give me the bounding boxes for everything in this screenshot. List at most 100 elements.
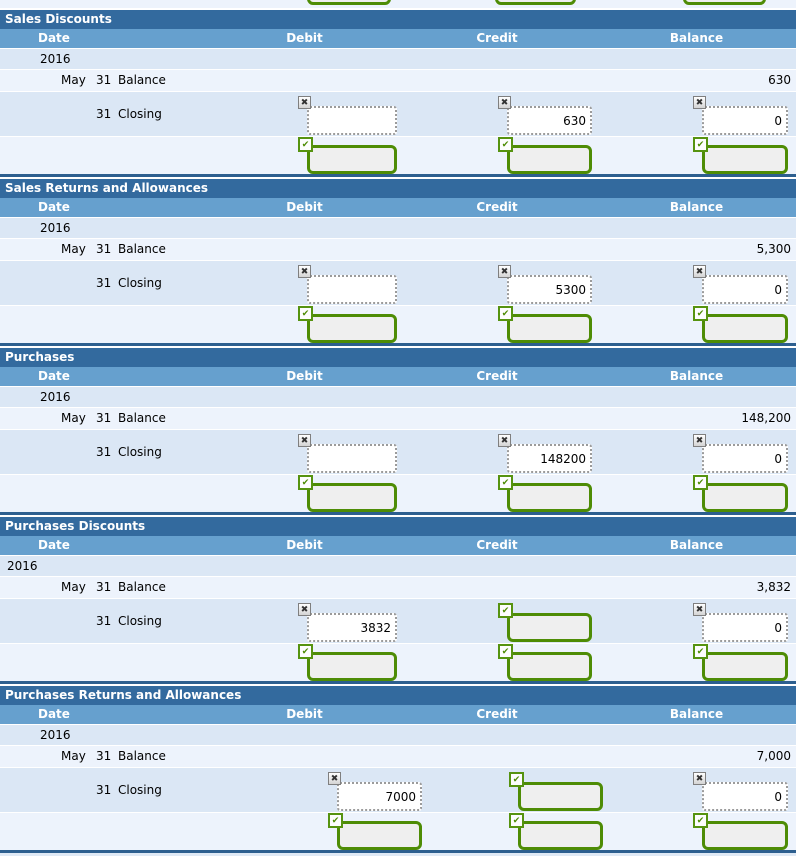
- day-label: 31: [96, 614, 112, 628]
- opening-balance-value: 148,200: [741, 411, 791, 425]
- closing-debit-cell: ✖: [298, 434, 410, 473]
- closing-balance-input[interactable]: [702, 613, 788, 642]
- year-row: 2016: [0, 725, 796, 745]
- graded-box-fragment: [307, 0, 391, 5]
- day-label: 31: [96, 107, 112, 121]
- closing-debit-input[interactable]: [307, 444, 397, 473]
- opening-balance-row: May 31 Balance 630: [0, 70, 796, 91]
- answer-credit-input[interactable]: [518, 821, 603, 850]
- x-icon: ✖: [693, 96, 706, 109]
- closing-balance-input[interactable]: [702, 782, 788, 811]
- answer-credit-input[interactable]: [507, 145, 592, 174]
- closing-row: 31 Closing ✖ ✔ ✖: [0, 599, 796, 643]
- entry-desc: Balance: [118, 580, 166, 594]
- opening-balance-row: May 31 Balance 3,832: [0, 577, 796, 598]
- column-header-row: Date Debit Credit Balance: [0, 536, 796, 555]
- answer-credit-cell: ✔: [509, 813, 621, 850]
- answer-credit-cell: ✔: [498, 475, 610, 512]
- answer-credit-input[interactable]: [507, 652, 592, 681]
- closing-balance-input[interactable]: [702, 275, 788, 304]
- month-label: May: [61, 749, 86, 763]
- check-icon: ✔: [693, 137, 708, 152]
- entry-desc: Closing: [118, 107, 162, 121]
- closing-balance-input[interactable]: [702, 444, 788, 473]
- col-header-date: Date: [38, 31, 70, 45]
- closing-debit-input[interactable]: [307, 106, 397, 135]
- entry-desc: Balance: [118, 749, 166, 763]
- account-title: Sales Returns and Allowances: [0, 179, 796, 198]
- opening-date: May 31 Balance: [0, 70, 166, 91]
- closing-credit-input[interactable]: [507, 275, 592, 304]
- answer-credit-input[interactable]: [507, 483, 592, 512]
- opening-date: May 31 Balance: [0, 408, 166, 429]
- year-label: 2016: [40, 390, 71, 404]
- opening-balance-value: 7,000: [756, 749, 791, 763]
- check-icon: ✔: [298, 137, 313, 152]
- account-title: Purchases: [0, 348, 796, 367]
- closing-balance-input[interactable]: [702, 106, 788, 135]
- answer-debit-input[interactable]: [307, 314, 397, 343]
- x-icon: ✖: [693, 603, 706, 616]
- answer-balance-input[interactable]: [702, 652, 788, 681]
- closing-debit-input[interactable]: [337, 782, 422, 811]
- account-title: Purchases Returns and Allowances: [0, 686, 796, 705]
- answer-balance-cell: ✔: [693, 813, 796, 850]
- col-header-date: Date: [38, 707, 70, 721]
- answer-balance-input[interactable]: [702, 145, 788, 174]
- closing-balance-cell: ✖: [693, 603, 796, 642]
- closing-credit-input[interactable]: [507, 444, 592, 473]
- x-icon: ✖: [693, 265, 706, 278]
- day-label: 31: [96, 783, 112, 797]
- day-label: 31: [96, 445, 112, 459]
- col-header-credit: Credit: [476, 538, 518, 552]
- check-icon: ✔: [328, 813, 343, 828]
- closing-credit-input[interactable]: [507, 613, 592, 642]
- column-header-row: Date Debit Credit Balance: [0, 198, 796, 217]
- closing-credit-cell: ✔: [498, 603, 610, 642]
- month-label: May: [61, 411, 86, 425]
- closing-credit-cell: ✔: [509, 772, 621, 811]
- col-header-debit: Debit: [286, 200, 323, 214]
- closing-credit-cell: ✖: [498, 96, 610, 135]
- closing-row: 31 Closing ✖ ✖ ✖: [0, 261, 796, 305]
- answer-balance-input[interactable]: [702, 314, 788, 343]
- check-icon: ✔: [298, 475, 313, 490]
- year-label: 2016: [7, 559, 38, 573]
- closing-row: 31 Closing ✖ ✖ ✖: [0, 92, 796, 136]
- day-label: 31: [96, 749, 112, 763]
- closing-date: 31 Closing: [0, 261, 162, 305]
- closing-credit-input[interactable]: [518, 782, 603, 811]
- answer-credit-input[interactable]: [507, 314, 592, 343]
- closing-debit-input[interactable]: [307, 613, 397, 642]
- entry-desc: Closing: [118, 445, 162, 459]
- col-header-balance: Balance: [669, 200, 724, 214]
- entry-desc: Closing: [118, 783, 162, 797]
- x-icon: ✖: [498, 434, 511, 447]
- closing-balance-cell: ✖: [693, 96, 796, 135]
- x-icon: ✖: [693, 434, 706, 447]
- answer-debit-input[interactable]: [307, 483, 397, 512]
- closing-credit-input[interactable]: [507, 106, 592, 135]
- col-header-debit: Debit: [286, 31, 323, 45]
- answer-debit-input[interactable]: [337, 821, 422, 850]
- closing-date: 31 Closing: [0, 768, 162, 812]
- closing-debit-input[interactable]: [307, 275, 397, 304]
- entry-desc: Balance: [118, 411, 166, 425]
- answer-credit-cell: ✔: [498, 644, 610, 681]
- section-purchases: Purchases Date Debit Credit Balance 2016…: [0, 348, 796, 515]
- closing-date: 31 Closing: [0, 599, 162, 643]
- col-header-credit: Credit: [476, 707, 518, 721]
- answer-debit-input[interactable]: [307, 145, 397, 174]
- col-header-date: Date: [38, 369, 70, 383]
- day-label: 31: [96, 411, 112, 425]
- section-sales-discounts: Sales Discounts Date Debit Credit Balanc…: [0, 10, 796, 177]
- answer-balance-input[interactable]: [702, 483, 788, 512]
- answer-balance-input[interactable]: [702, 821, 788, 850]
- answer-credit-cell: ✔: [498, 306, 610, 343]
- answer-balance-cell: ✔: [693, 306, 796, 343]
- col-header-date: Date: [38, 538, 70, 552]
- check-icon: ✔: [298, 644, 313, 659]
- answer-debit-cell: ✔: [298, 475, 410, 512]
- section-sales-returns-and-allowances: Sales Returns and Allowances Date Debit …: [0, 179, 796, 346]
- answer-debit-input[interactable]: [307, 652, 397, 681]
